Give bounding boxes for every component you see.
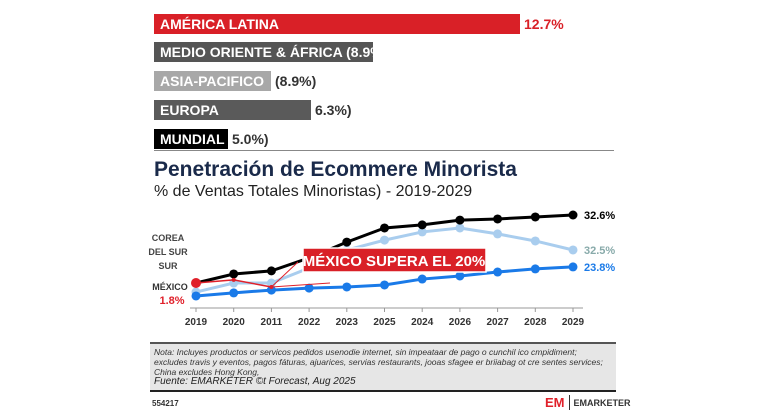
data-point: [266, 266, 276, 276]
end-label: 32.6%: [584, 210, 615, 222]
x-tick-label: 2023: [336, 317, 359, 328]
bar-0: AMÉRICA LATINA: [154, 14, 520, 34]
bar-value-4: 5.0%): [232, 131, 269, 147]
korea-label: DEL SUR: [148, 247, 188, 257]
bar-value-3: 6.3%): [315, 102, 352, 118]
source-text: Fuente: EMARKETER ©t Forecast, Aug 2025: [154, 376, 356, 387]
data-point: [417, 274, 427, 284]
korea-label: SUR: [158, 261, 178, 271]
data-point: [568, 262, 578, 272]
data-point: [191, 291, 201, 301]
x-tick-label: 2026: [449, 317, 472, 328]
chart-title: Penetración de Ecommere Minorista: [154, 158, 517, 181]
data-point: [493, 229, 503, 239]
data-point: [568, 210, 578, 220]
data-point: [455, 215, 465, 225]
divider: [154, 150, 614, 151]
x-tick-label: 2029: [562, 317, 585, 328]
data-point: [568, 245, 578, 255]
x-tick-label: 2027: [486, 317, 509, 328]
mexico-label: MÉXICO: [152, 282, 188, 292]
bar-2: ASIA-PACIFICO: [154, 71, 271, 91]
data-point: [493, 267, 503, 277]
note-text: Nota: Incluyes productos or servicos ped…: [154, 347, 603, 377]
annotation-connector: [271, 261, 299, 288]
data-point: [342, 282, 352, 292]
bar-value-0: 12.7%: [524, 16, 564, 32]
data-point: [493, 214, 503, 224]
logo-mark: EM: [545, 395, 570, 410]
bar-4: MUNDIAL: [154, 129, 228, 149]
data-point: [342, 237, 352, 247]
x-tick-label: 2024: [411, 317, 434, 328]
data-point: [417, 220, 427, 230]
data-point: [229, 269, 239, 279]
x-tick-label: 2020: [223, 317, 246, 328]
data-point: [266, 285, 276, 295]
data-point: [530, 236, 540, 246]
annotation-connector: [271, 282, 331, 288]
annotation-box: [302, 247, 487, 273]
data-point: [191, 278, 201, 289]
data-point: [380, 235, 389, 245]
end-label: 23.8%: [584, 262, 615, 274]
data-point: [304, 283, 314, 293]
note-box: Nota: Incluyes productos or servicos ped…: [150, 342, 616, 392]
x-tick-label: 2011: [261, 317, 283, 328]
data-point: [530, 264, 540, 274]
x-tick-label: 2022: [298, 317, 321, 328]
korea-label: COREA: [152, 233, 185, 243]
data-point: [530, 212, 540, 222]
x-tick-label: 2019: [185, 317, 208, 328]
end-label: 32.5%: [584, 245, 615, 257]
x-tick-label: 2025: [373, 317, 396, 328]
logo-text: EMARKETER: [573, 397, 631, 408]
data-point: [417, 227, 427, 237]
data-point: [455, 271, 465, 281]
bar-3: EUROPA: [154, 100, 311, 120]
mexico-value: 1.8%: [159, 295, 184, 307]
bar-1: MEDIO ORIENTE & ÁFRICA (8.9%): [154, 42, 387, 62]
data-point: [231, 277, 236, 282]
chart-id: 554217: [152, 399, 179, 408]
emarketer-logo: EM EMARKETER: [545, 395, 631, 410]
data-point: [229, 288, 239, 298]
bar-value-2: (8.9%): [275, 73, 317, 89]
data-point: [455, 223, 465, 233]
data-point: [380, 280, 389, 290]
chart-subtitle: % de Ventas Totales Minoristas) - 2019-2…: [154, 183, 473, 200]
data-point: [380, 223, 389, 233]
annotation-text: MÉXICO SUPERA EL 20%: [303, 253, 486, 270]
x-tick-label: 2028: [524, 317, 547, 328]
